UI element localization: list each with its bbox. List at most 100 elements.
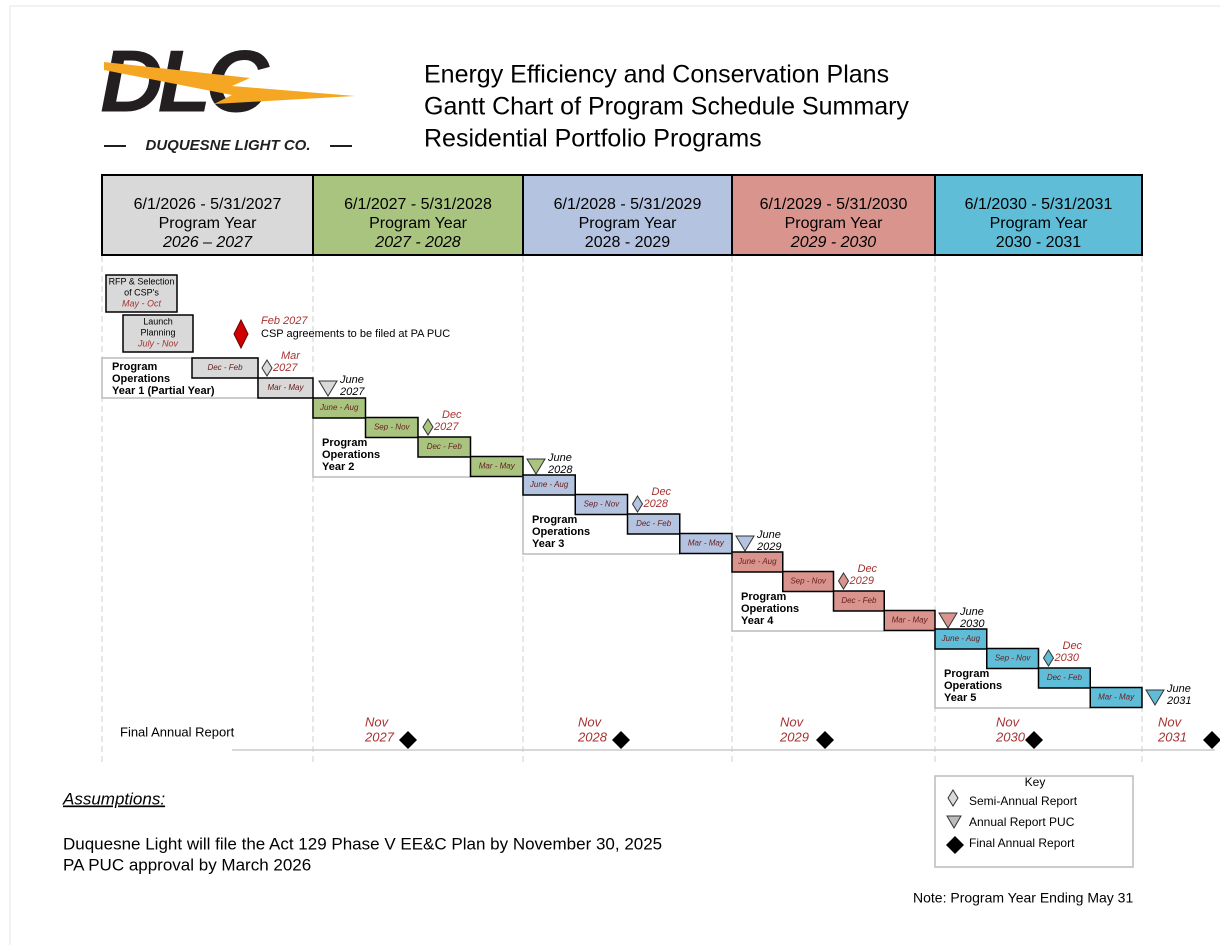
final-report-marker (399, 731, 417, 749)
pre-task-box (105, 274, 178, 313)
final-report-label: Final Annual Report (120, 724, 235, 739)
period-label: June - Aug (941, 634, 981, 643)
annual-label: 2030 (959, 618, 985, 630)
semi-annual-label: 2029 (849, 575, 874, 587)
period-bar (1037, 667, 1091, 689)
pre-task-label: RFP & Selection (109, 276, 175, 286)
annual-label: 2028 (547, 464, 573, 476)
title-line: Gantt Chart of Program Schedule Summary (424, 93, 909, 121)
header-dates: 6/1/2029 - 5/31/2030 (760, 196, 908, 213)
period-bar (417, 436, 472, 458)
period-bar (312, 397, 367, 419)
csp-text: CSP agreements to be filed at PA PUC (261, 328, 450, 340)
period-label: Mar - May (479, 462, 516, 471)
logo: DLC DUQUESNE LIGHT CO. (100, 31, 355, 154)
period-bar (1089, 686, 1143, 709)
header-dates: 6/1/2026 - 5/31/2027 (134, 196, 282, 213)
operations-label: Operations (741, 603, 799, 615)
operations-label: Year 2 (322, 461, 354, 473)
period-bar (986, 647, 1040, 670)
assumption-line: Duquesne Light will file the Act 129 Pha… (63, 834, 662, 853)
period-bar (679, 532, 733, 555)
pre-task-label: of CSP's (124, 287, 159, 297)
semi-annual-marker (261, 359, 273, 377)
period-label: Sep - Nov (584, 500, 621, 509)
operations-group (731, 552, 885, 632)
final-report-date: Nov (996, 714, 1021, 729)
logo-name: DUQUESNE LIGHT CO. (145, 137, 310, 154)
header-label: Program Year (159, 215, 258, 232)
logo-swoosh (104, 62, 355, 104)
key-box (934, 775, 1134, 868)
annual-marker (735, 535, 755, 552)
semi-annual-marker (837, 572, 850, 590)
period-label: Dec - Feb (1047, 673, 1083, 682)
period-label: Sep - Nov (374, 423, 411, 432)
semi-annual-label: Dec (858, 563, 878, 575)
period-label: Dec - Feb (427, 442, 463, 451)
header-years: 2029 - 2030 (790, 234, 877, 251)
header-years: 2028 - 2029 (585, 234, 671, 251)
semi-annual-marker (1042, 649, 1055, 667)
header-dates: 6/1/2027 - 5/31/2028 (344, 196, 492, 213)
period-bar (364, 416, 419, 439)
period-bar (731, 551, 784, 573)
final-report-date: 2027 (364, 729, 395, 744)
period-bar (257, 377, 314, 399)
period-bar (469, 455, 524, 478)
operations-label: Year 1 (Partial Year) (112, 385, 215, 397)
final-report-date: 2029 (779, 729, 809, 744)
operations-label: Operations (532, 526, 590, 538)
operations-label: Program (112, 361, 157, 373)
final-report-date: Nov (578, 714, 603, 729)
final-report-date: Nov (780, 714, 805, 729)
operations-group (312, 398, 471, 478)
key-entry: Annual Report PUC (969, 815, 1075, 829)
final-report-date: Nov (1158, 714, 1183, 729)
annual-marker (318, 380, 338, 397)
operations-label: Program (532, 514, 577, 526)
period-bar (934, 628, 988, 650)
period-bar (191, 357, 259, 379)
operations-group (522, 475, 680, 555)
operations-label: Program (322, 437, 367, 449)
operations-label: Operations (944, 680, 1002, 692)
period-label: Sep - Nov (995, 654, 1032, 663)
period-label: Dec - Feb (841, 596, 877, 605)
header-label: Program Year (579, 215, 678, 232)
period-label: Dec - Feb (636, 519, 672, 528)
period-bar (832, 590, 885, 612)
annual-label: June (1166, 683, 1191, 695)
period-label: Mar - May (1098, 693, 1135, 702)
key-title: Key (1025, 775, 1046, 789)
title-line: Energy Efficiency and Conservation Plans (424, 61, 889, 89)
operations-label: Year 4 (741, 615, 774, 627)
header-years: 2026 – 2027 (162, 234, 253, 251)
operations-group (934, 629, 1091, 709)
operations-label: Operations (322, 449, 380, 461)
period-label: June - Aug (529, 480, 569, 489)
final-report-date: 2028 (577, 729, 608, 744)
header-dates: 6/1/2028 - 5/31/2029 (554, 196, 702, 213)
semi-annual-label: 2028 (643, 498, 669, 510)
pre-task-period: May - Oct (122, 298, 162, 308)
period-label: Dec - Feb (207, 363, 243, 372)
period-bar (626, 513, 681, 535)
key-entry: Semi-Annual Report (969, 794, 1078, 808)
final-report-date: Nov (365, 714, 390, 729)
csp-milestone (233, 318, 249, 350)
semi-annual-label: Mar (281, 350, 301, 362)
semi-annual-marker (631, 495, 644, 513)
annual-marker (526, 458, 546, 475)
semi-annual-marker (422, 418, 434, 436)
annual-label: June (547, 452, 572, 464)
csp-date: Feb 2027 (261, 315, 308, 327)
semi-annual-label: Dec (1063, 640, 1083, 652)
period-label: June - Aug (737, 557, 777, 566)
period-label: Mar - May (892, 616, 929, 625)
header-label: Program Year (369, 215, 468, 232)
note: Note: Program Year Ending May 31 (913, 890, 1133, 906)
annual-label: 2027 (339, 386, 365, 398)
annual-marker (938, 612, 958, 629)
period-label: June - Aug (319, 403, 359, 412)
